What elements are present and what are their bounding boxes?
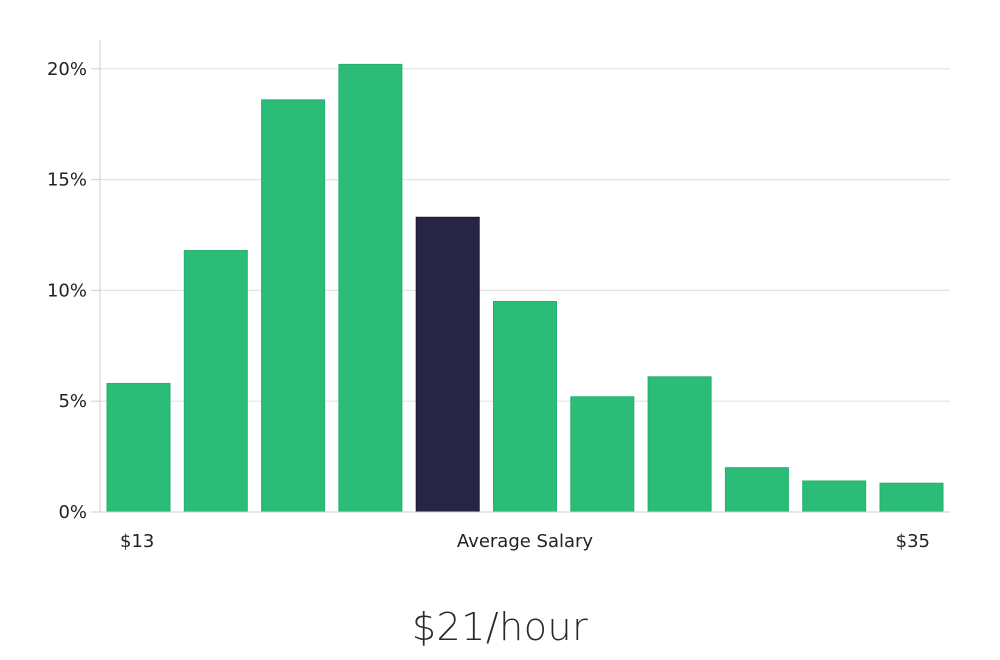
bar: [802, 480, 867, 513]
bar: [724, 467, 789, 513]
bar-average: [415, 216, 480, 513]
bar: [570, 396, 635, 513]
bar: [261, 99, 326, 513]
bar: [183, 250, 248, 513]
y-tick-label: 5%: [58, 391, 87, 412]
x-axis-labels: $13 Average Salary $35: [120, 531, 930, 552]
bars: [106, 63, 944, 513]
x-label-min: $13: [120, 531, 154, 552]
bar: [493, 300, 557, 513]
y-tick-label: 20%: [47, 59, 87, 80]
histogram-svg: 0% 5% 10% 15% 20% $13 Average Salary $35: [47, 40, 950, 552]
y-tick-labels: 0% 5% 10% 15% 20%: [47, 59, 87, 523]
y-tick-label: 0%: [58, 502, 87, 523]
bar: [338, 63, 403, 513]
y-tick-label: 15%: [47, 170, 87, 191]
average-salary-value: $21/hour: [411, 605, 589, 649]
x-label-average: Average Salary: [457, 531, 594, 552]
bar: [106, 382, 171, 513]
x-label-max: $35: [896, 531, 930, 552]
salary-histogram: 0% 5% 10% 15% 20% $13 Average Salary $35: [47, 40, 950, 552]
axes: [91, 40, 950, 513]
bar: [647, 376, 712, 513]
bar: [879, 482, 944, 513]
y-tick-label: 10%: [47, 280, 87, 301]
